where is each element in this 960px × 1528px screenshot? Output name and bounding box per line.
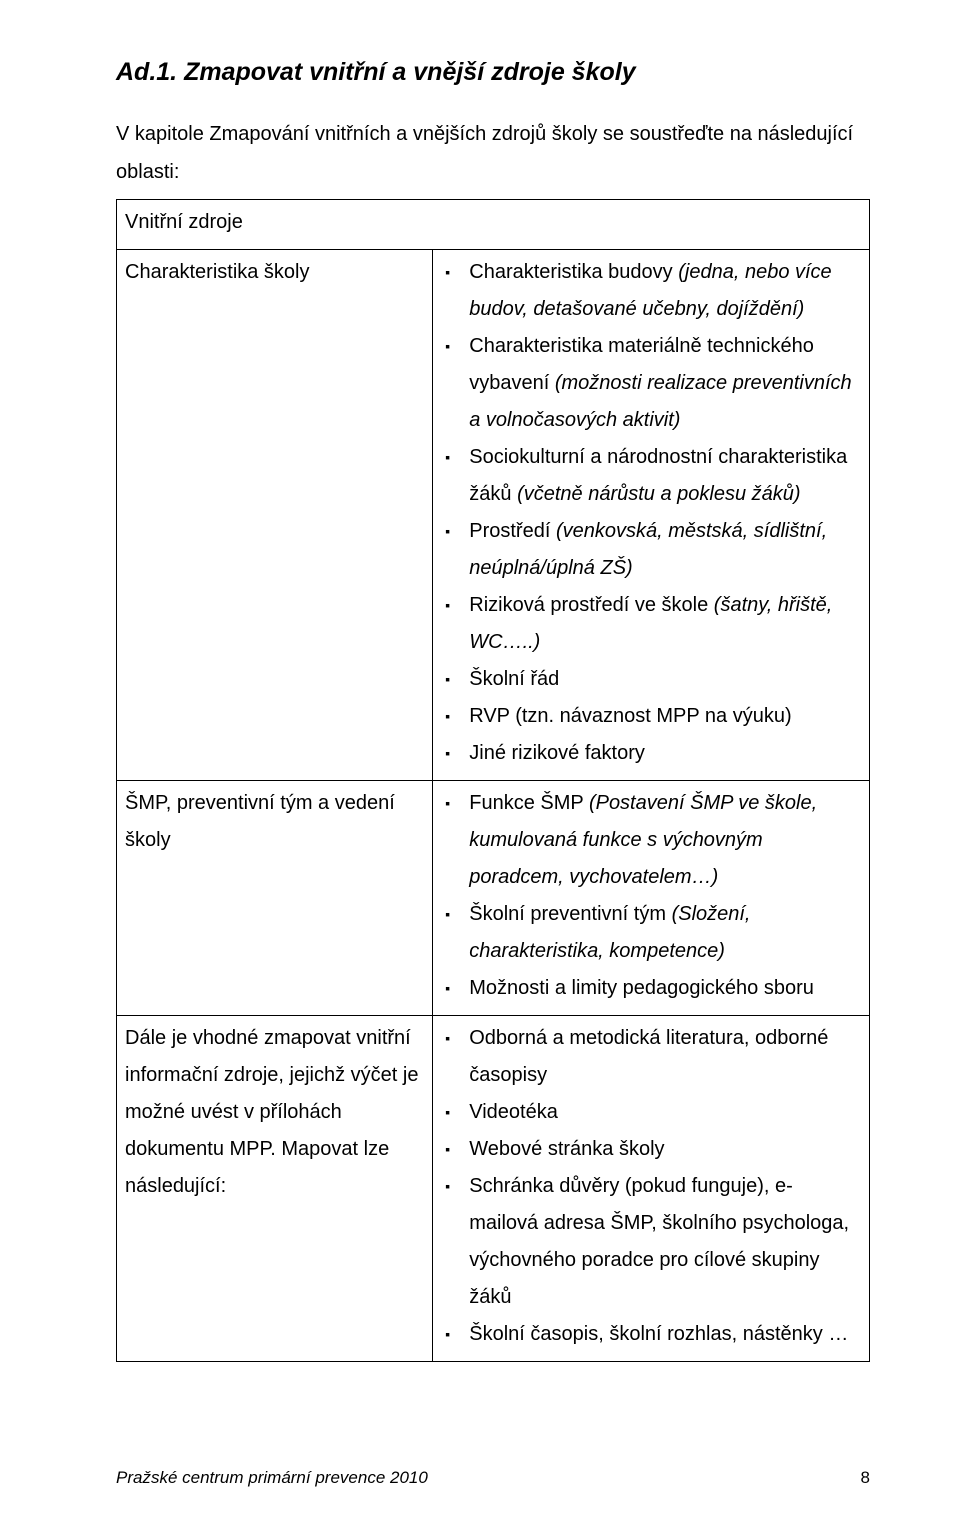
list-item: Charakteristika materiálně technického v… — [469, 328, 861, 439]
list-item: Sociokulturní a národnostní charakterist… — [469, 439, 861, 513]
list-item: Prostředí (venkovská, městská, sídlištní… — [469, 513, 861, 587]
page-number: 8 — [861, 1468, 870, 1488]
table-header-cell: Vnitřní zdroje — [117, 200, 870, 250]
list-item: Možnosti a limity pedagogického sboru — [469, 970, 861, 1007]
row-label: ŠMP, preventivní tým a vedení školy — [117, 781, 433, 1016]
list-item: Školní časopis, školní rozhlas, nástěnky… — [469, 1316, 861, 1353]
table-row: Charakteristika školy Charakteristika bu… — [117, 250, 870, 781]
row-content: Funkce ŠMP (Postavení ŠMP ve škole, kumu… — [433, 781, 870, 1016]
bullet-list: Charakteristika budovy (jedna, nebo více… — [441, 254, 861, 772]
list-item: Riziková prostředí ve škole (šatny, hřiš… — [469, 587, 861, 661]
resources-table: Vnitřní zdroje Charakteristika školy Cha… — [116, 199, 870, 1362]
list-item: Školní řád — [469, 661, 861, 698]
list-item: RVP (tzn. návaznost MPP na výuku) — [469, 698, 861, 735]
list-item: Videotéka — [469, 1094, 861, 1131]
page-footer: Pražské centrum primární prevence 2010 8 — [116, 1468, 870, 1488]
table-row: Dále je vhodné zmapovat vnitřní informač… — [117, 1016, 870, 1362]
list-item: Webové stránka školy — [469, 1131, 861, 1168]
list-item: Jiné rizikové faktory — [469, 735, 861, 772]
table-row: ŠMP, preventivní tým a vedení školy Funk… — [117, 781, 870, 1016]
section-heading: Ad.1. Zmapovat vnitřní a vnější zdroje š… — [116, 58, 870, 87]
list-item: Schránka důvěry (pokud funguje), e-mailo… — [469, 1168, 861, 1316]
list-item: Funkce ŠMP (Postavení ŠMP ve škole, kumu… — [469, 785, 861, 896]
list-item: Školní preventivní tým (Složení, charakt… — [469, 896, 861, 970]
bullet-list: Funkce ŠMP (Postavení ŠMP ve škole, kumu… — [441, 785, 861, 1007]
row-content: Charakteristika budovy (jedna, nebo více… — [433, 250, 870, 781]
table-header-row: Vnitřní zdroje — [117, 200, 870, 250]
bullet-list: Odborná a metodická literatura, odborné … — [441, 1020, 861, 1353]
footer-source: Pražské centrum primární prevence 2010 — [116, 1468, 428, 1488]
page: Ad.1. Zmapovat vnitřní a vnější zdroje š… — [0, 0, 960, 1528]
list-item: Odborná a metodická literatura, odborné … — [469, 1020, 861, 1094]
row-label: Charakteristika školy — [117, 250, 433, 781]
list-item: Charakteristika budovy (jedna, nebo více… — [469, 254, 861, 328]
row-label: Dále je vhodné zmapovat vnitřní informač… — [117, 1016, 433, 1362]
intro-paragraph: V kapitole Zmapování vnitřních a vnějšíc… — [116, 115, 870, 191]
row-content: Odborná a metodická literatura, odborné … — [433, 1016, 870, 1362]
